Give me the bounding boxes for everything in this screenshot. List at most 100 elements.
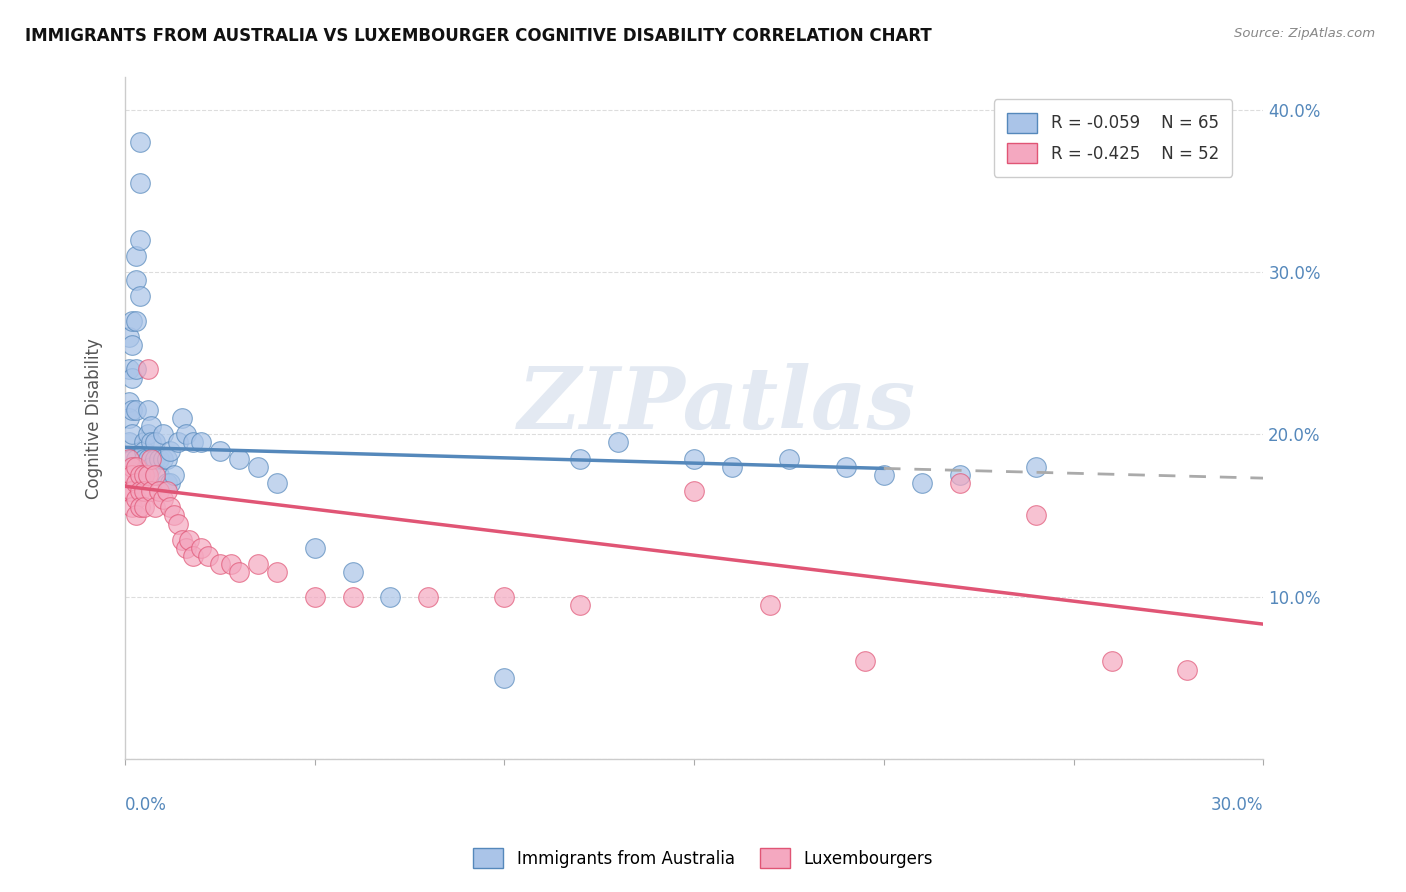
Point [911,475,934,490]
Point [778,451,800,466]
Point [266,566,288,580]
Point [129,176,152,190]
Point [117,395,139,409]
Point [121,403,143,417]
Point [125,459,148,474]
Point [246,459,269,474]
Point [136,467,159,482]
Text: 0.0%: 0.0% [125,797,167,814]
Point [380,590,402,604]
Point [125,249,148,263]
Point [125,508,148,523]
Point [132,435,155,450]
Point [342,590,364,604]
Point [304,590,326,604]
Point [494,671,516,685]
Point [132,484,155,499]
Point [121,467,143,482]
Point [179,533,201,547]
Point [152,451,174,466]
Point [181,549,204,563]
Point [208,557,231,571]
Point [117,435,139,450]
Point [155,484,177,499]
Point [1101,655,1123,669]
Point [121,459,143,474]
Point [121,500,143,515]
Point [152,492,174,507]
Point [117,362,139,376]
Point [683,451,706,466]
Point [163,508,186,523]
Point [129,467,152,482]
Point [159,443,181,458]
Point [136,427,159,442]
Point [117,411,139,425]
Point [197,549,219,563]
Point [121,338,143,352]
Point [117,484,139,499]
Point [208,443,231,458]
Point [141,419,163,434]
Point [117,451,139,466]
Y-axis label: Cognitive Disability: Cognitive Disability [86,338,103,499]
Point [117,330,139,344]
Point [129,233,152,247]
Point [853,655,876,669]
Point [136,362,159,376]
Point [1025,508,1047,523]
Point [121,484,143,499]
Point [159,500,181,515]
Point [174,427,197,442]
Point [418,590,440,604]
Point [129,289,152,303]
Legend: Immigrants from Australia, Luxembourgers: Immigrants from Australia, Luxembourgers [465,839,941,877]
Point [1025,459,1047,474]
Point [143,435,166,450]
Point [759,598,782,612]
Point [159,475,181,490]
Point [125,492,148,507]
Point [607,435,630,450]
Point [721,459,744,474]
Point [163,467,186,482]
Point [121,370,143,384]
Text: 30.0%: 30.0% [1211,797,1264,814]
Point [121,451,143,466]
Point [121,427,143,442]
Point [949,467,972,482]
Point [141,451,163,466]
Point [143,451,166,466]
Point [132,451,155,466]
Point [949,475,972,490]
Point [219,557,242,571]
Point [132,500,155,515]
Point [190,435,212,450]
Point [117,467,139,482]
Point [152,427,174,442]
Point [125,451,148,466]
Point [873,467,896,482]
Point [155,451,177,466]
Point [129,484,152,499]
Point [835,459,858,474]
Point [170,533,193,547]
Point [148,484,170,499]
Point [246,557,269,571]
Point [174,541,197,555]
Text: ZIPatlas: ZIPatlas [517,363,915,446]
Point [181,435,204,450]
Point [143,467,166,482]
Point [148,451,170,466]
Point [132,467,155,482]
Point [1177,663,1199,677]
Point [125,314,148,328]
Legend: R = -0.059    N = 65, R = -0.425    N = 52: R = -0.059 N = 65, R = -0.425 N = 52 [994,99,1232,177]
Point [167,516,190,531]
Point [125,403,148,417]
Point [228,566,250,580]
Point [121,314,143,328]
Point [136,451,159,466]
Text: Source: ZipAtlas.com: Source: ZipAtlas.com [1234,27,1375,40]
Point [683,484,706,499]
